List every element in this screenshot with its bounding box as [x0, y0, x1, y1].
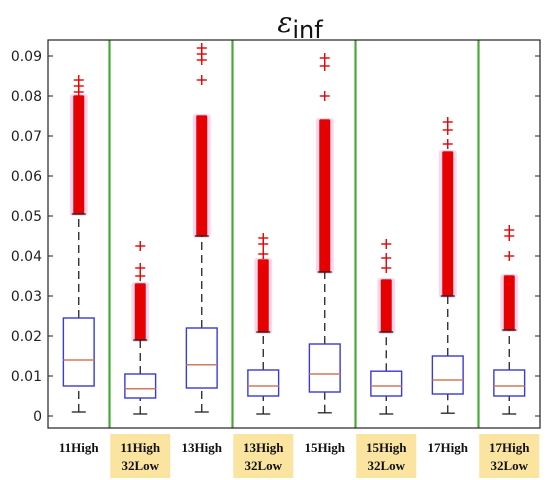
x-label-highlight — [233, 434, 294, 478]
box-group — [62, 75, 95, 413]
x-tick-label: 17High — [428, 440, 469, 455]
title-symbol: ε — [277, 6, 292, 39]
iqr-box — [124, 373, 157, 399]
box-group — [185, 43, 218, 413]
x-tick-label: 13High — [243, 440, 284, 455]
y-tick-label: 0.04 — [11, 249, 42, 265]
y-tick-label: 0.01 — [11, 369, 42, 385]
iqr-box — [185, 327, 218, 389]
x-label-highlight — [110, 434, 171, 478]
x-tick-label: 17High — [489, 440, 530, 455]
iqr-box — [308, 343, 341, 393]
iqr-box — [370, 370, 403, 397]
y-tick-label: 0.09 — [11, 49, 42, 65]
x-tick-label: 32Low — [367, 458, 405, 473]
y-tick-label: 0.06 — [11, 169, 42, 185]
x-label-highlight — [356, 434, 417, 478]
x-label-highlight — [479, 434, 540, 478]
chart-title: εinf — [277, 6, 323, 44]
iqr-box — [431, 355, 464, 395]
iqr-box — [493, 369, 526, 397]
iqr-box — [247, 369, 280, 397]
box-group — [431, 117, 464, 414]
x-tick-label: 11High — [120, 440, 161, 455]
y-tick-label: 0.07 — [11, 129, 42, 145]
box-group — [247, 233, 280, 415]
box-group — [493, 225, 526, 415]
box-group — [370, 239, 403, 415]
plot-area — [62, 43, 526, 415]
box-group — [308, 53, 341, 414]
group-separators — [108, 40, 480, 428]
x-tick-label: 11High — [59, 440, 100, 455]
y-axis: 0 0.01 0.02 0.03 0.04 0.05 0.06 0.07 0.08 0.09 — [11, 49, 540, 425]
x-tick-label: 15High — [305, 440, 346, 455]
title-subscript: inf — [292, 16, 323, 44]
x-tick-label: 32Low — [121, 458, 159, 473]
y-tick-label: 0.03 — [11, 289, 42, 305]
x-tick-label: 32Low — [244, 458, 282, 473]
y-tick-label: 0 — [33, 409, 42, 425]
box-group — [124, 241, 157, 415]
iqr-box — [62, 317, 95, 387]
y-tick-label: 0.05 — [11, 209, 42, 225]
y-tick-label: 0.02 — [11, 329, 42, 345]
x-axis-labels: 11High 11High 32Low 13High 13High 32Low 15High… — [59, 434, 540, 478]
plot-frame — [47, 39, 541, 429]
x-tick-label: 32Low — [490, 458, 528, 473]
y-tick-label: 0.08 — [11, 89, 42, 105]
x-tick-label: 13High — [182, 440, 223, 455]
x-tick-label: 15High — [366, 440, 407, 455]
